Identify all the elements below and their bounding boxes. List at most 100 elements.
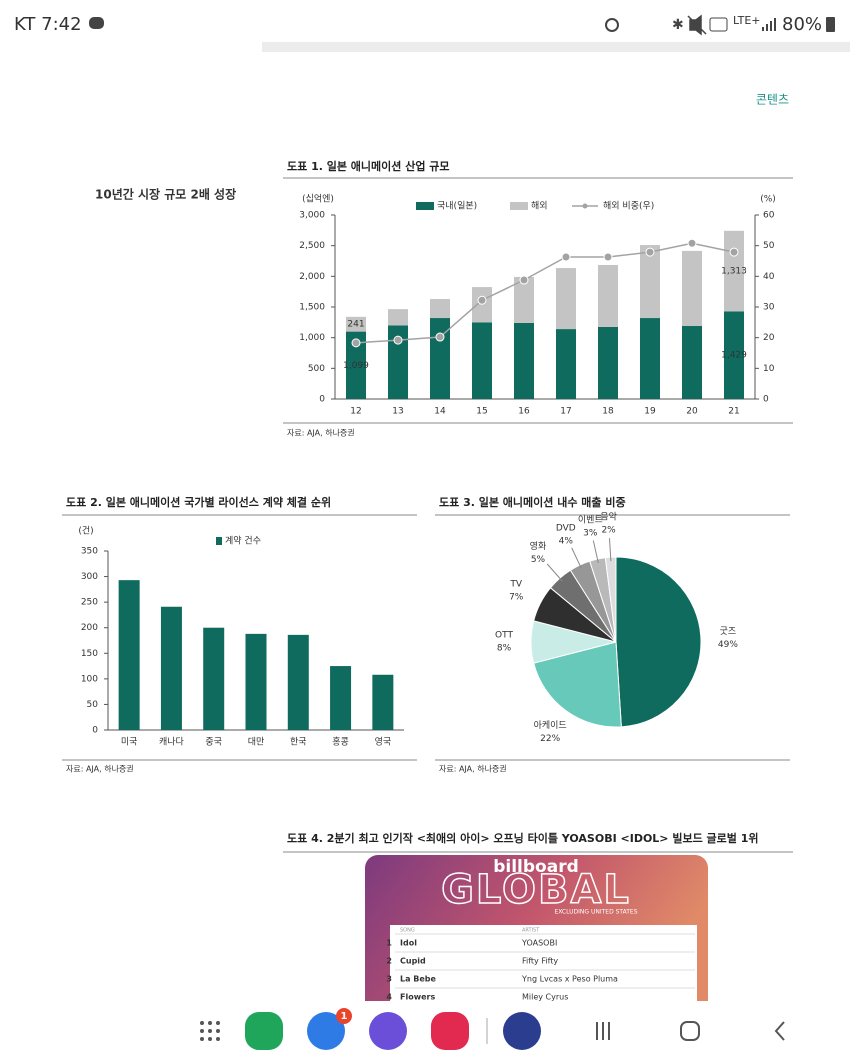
value-label: 1,313 xyxy=(721,267,747,277)
badge xyxy=(336,1008,352,1024)
legend-swatch xyxy=(510,202,528,210)
x-tick-label: 캐나다 xyxy=(159,737,185,748)
bar xyxy=(682,326,702,399)
pie-slice xyxy=(615,556,702,728)
chart-title: 도표 3. 일본 애니메이션 내수 매출 비중 xyxy=(439,495,626,509)
marker xyxy=(393,335,403,345)
y2-tick-label: 50 xyxy=(763,241,775,251)
badge-count: 1 xyxy=(341,1011,348,1022)
x-tick-label: 미국 xyxy=(121,737,138,748)
slice-value: 8% xyxy=(497,644,512,654)
marker xyxy=(351,338,361,348)
x-tick-label: 14 xyxy=(434,407,446,417)
artist: Yng Lvcas x Peso Pluma xyxy=(521,975,618,984)
marker xyxy=(687,238,697,248)
legend-label: 국내(일본) xyxy=(437,201,477,212)
y2-tick-label: 20 xyxy=(763,333,775,343)
bar xyxy=(472,322,492,399)
y-tick-label: 1,500 xyxy=(299,303,325,313)
column-header: SONG xyxy=(400,928,415,934)
legend-swatch xyxy=(416,202,434,210)
rank: 2 xyxy=(386,957,392,966)
legend-label: 해외 xyxy=(531,200,548,212)
bar xyxy=(430,299,450,319)
pie-slice xyxy=(533,641,622,728)
mute-icon xyxy=(687,14,707,36)
bar xyxy=(330,666,352,730)
slice-value: 5% xyxy=(531,555,546,565)
slice-label: 아케이드 xyxy=(534,720,567,731)
legend-label: 해외 비중(우) xyxy=(603,200,654,212)
bar xyxy=(203,627,225,730)
nav-bar: 1 xyxy=(200,1008,785,1050)
source: 자료: AJA, 하나증권 xyxy=(439,764,507,774)
y-tick-label: 0 xyxy=(319,395,325,405)
bar xyxy=(118,580,140,730)
bar xyxy=(724,311,744,399)
marker xyxy=(645,247,655,257)
apps-button[interactable] xyxy=(200,1021,220,1041)
back-button[interactable] xyxy=(774,1021,785,1041)
x-tick-label: 중국 xyxy=(205,737,222,748)
y-tick-label: 0 xyxy=(92,726,98,736)
y2-tick-label: 10 xyxy=(763,364,775,374)
slice-value: 2% xyxy=(601,526,616,536)
x-tick-label: 21 xyxy=(728,407,739,417)
column-header: ARTIST xyxy=(522,928,540,934)
x-tick-label: 12 xyxy=(350,407,361,417)
y2-tick-label: 30 xyxy=(763,303,775,313)
figure-4: 도표 4. 2분기 최고 인기작 <최애의 아이> 오프닝 타이틀 YOASOB… xyxy=(283,831,793,1002)
brand-logo: billboard xyxy=(493,857,579,877)
leader-line xyxy=(592,540,599,564)
bar xyxy=(430,318,450,399)
x-tick-label: 15 xyxy=(476,407,487,417)
messages-app[interactable] xyxy=(307,1012,345,1050)
x-tick-label: 한국 xyxy=(290,737,307,748)
x-tick-label: 대만 xyxy=(248,737,265,748)
bar xyxy=(388,325,408,399)
slice-value: 49% xyxy=(718,640,738,650)
bluetooth-icon: ✱ xyxy=(672,17,684,33)
y-tick-label: 2,500 xyxy=(299,241,325,251)
hd-icon xyxy=(709,17,728,32)
bar xyxy=(245,633,267,730)
phone-app[interactable] xyxy=(245,1012,283,1050)
slice-label: 음악 xyxy=(600,511,617,523)
recent-button[interactable] xyxy=(596,1022,610,1040)
slice-label: OTT xyxy=(495,631,513,641)
battery-icon xyxy=(826,17,835,32)
y-axis-label: (건) xyxy=(78,526,93,537)
source: 자료: AJA, 하나증권 xyxy=(287,428,355,438)
song: Idol xyxy=(400,939,417,948)
marker xyxy=(435,332,445,342)
dc-app[interactable] xyxy=(503,1012,541,1050)
marker xyxy=(603,252,613,262)
home-button[interactable] xyxy=(680,1021,700,1041)
bar xyxy=(514,322,534,399)
leader-line xyxy=(571,547,582,569)
chart-title: 도표 1. 일본 애니메이션 산업 규모 xyxy=(287,159,450,173)
slice-label: 이벤트 xyxy=(578,514,603,525)
y-tick-label: 100 xyxy=(81,674,98,684)
y-axis-label: (십억엔) xyxy=(302,193,334,205)
bar xyxy=(346,316,366,332)
camera-app[interactable] xyxy=(431,1012,469,1050)
legend-swatch xyxy=(216,537,222,545)
y-tick-label: 1,000 xyxy=(299,333,325,343)
song: Cupid xyxy=(400,957,426,966)
internet-app[interactable] xyxy=(369,1012,407,1050)
alarm-icon xyxy=(605,18,619,32)
slice-label: 영화 xyxy=(530,541,547,552)
message-icon xyxy=(89,17,104,29)
value-label: 1,429 xyxy=(721,351,747,361)
figure-title: 도표 4. 2분기 최고 인기작 <최애의 아이> 오프닝 타이틀 YOASOB… xyxy=(287,831,759,845)
chart-rows: 1 Idol YOASOBI 2 Cupid Fifty Fifty 3 La Bebe Yng… xyxy=(386,933,695,1002)
source: 자료: AJA, 하나증권 xyxy=(66,764,134,774)
bar xyxy=(640,245,660,319)
bar xyxy=(160,606,182,730)
y-tick-label: 2,000 xyxy=(299,272,325,282)
marker xyxy=(477,295,487,305)
chart-title: 도표 2. 일본 애니메이션 국가별 라이선스 계약 체결 순위 xyxy=(66,495,331,509)
